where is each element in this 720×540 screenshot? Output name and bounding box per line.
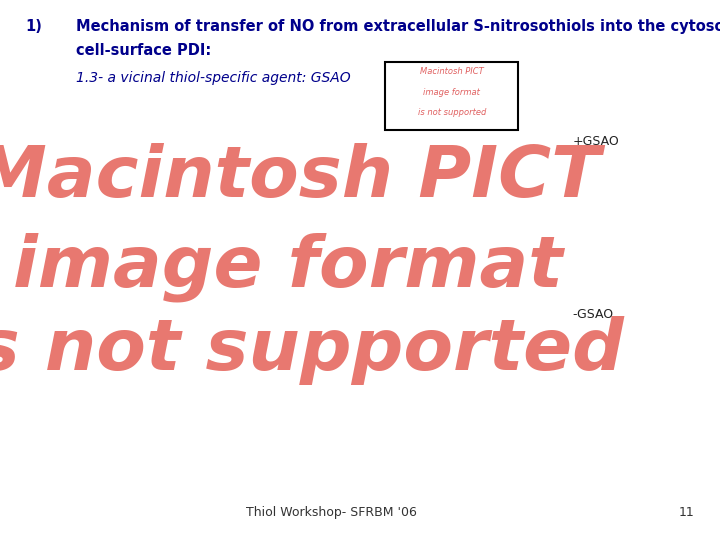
- Text: image format: image format: [423, 88, 480, 97]
- Text: 1): 1): [25, 19, 42, 34]
- Text: Macintosh PICT: Macintosh PICT: [420, 68, 484, 77]
- Text: is not supported: is not supported: [0, 316, 624, 385]
- Text: 11: 11: [679, 507, 695, 519]
- Text: Thiol Workshop- SFRBM '06: Thiol Workshop- SFRBM '06: [246, 507, 417, 519]
- FancyBboxPatch shape: [385, 62, 518, 130]
- Text: 1.3- a vicinal thiol-specific agent: GSAO: 1.3- a vicinal thiol-specific agent: GSA…: [76, 71, 350, 85]
- Text: -GSAO: -GSAO: [572, 308, 613, 321]
- Text: Mechanism of transfer of NO from extracellular S-nitrosothiols into the cytosol : Mechanism of transfer of NO from extrace…: [76, 19, 720, 34]
- Text: is not supported: is not supported: [418, 109, 486, 117]
- Text: cell-surface PDI:: cell-surface PDI:: [76, 43, 211, 58]
- Text: +GSAO: +GSAO: [572, 135, 619, 148]
- Text: Macintosh PICT: Macintosh PICT: [0, 143, 600, 212]
- Text: image format: image format: [13, 232, 563, 302]
